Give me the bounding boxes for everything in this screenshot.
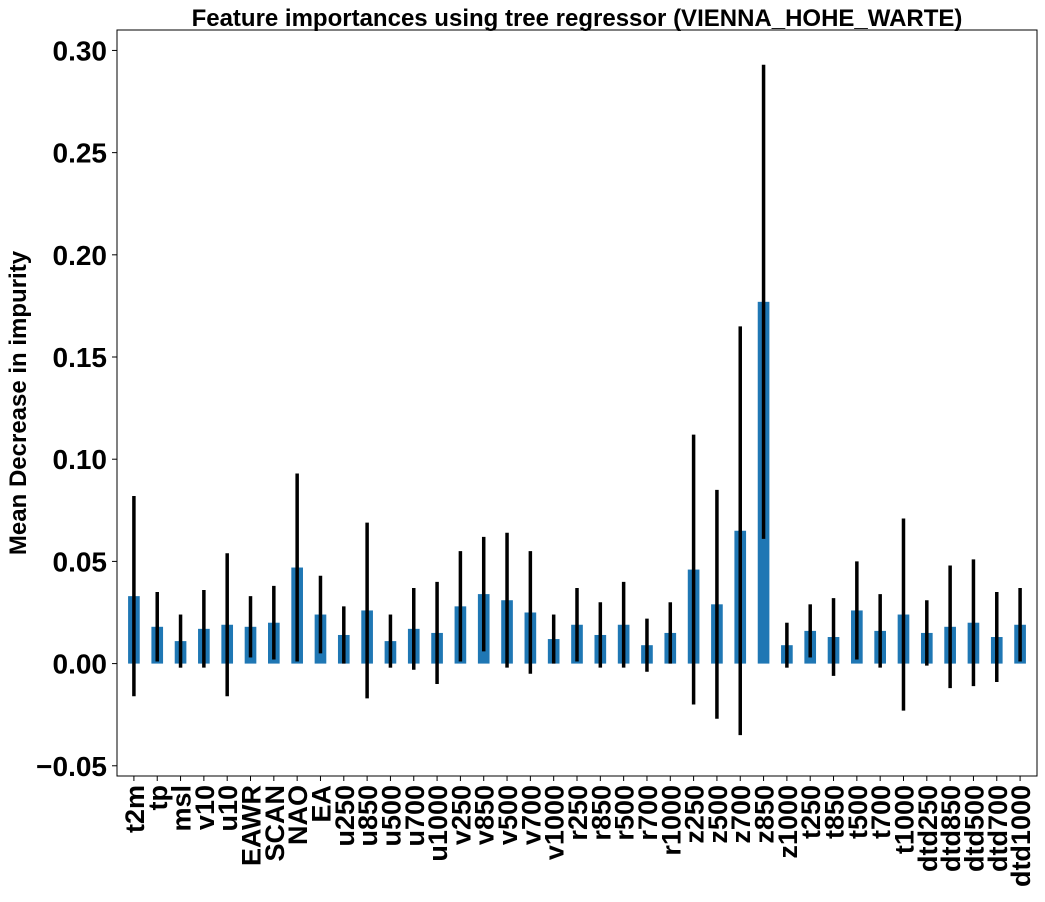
x-tick-label: t1000: [889, 785, 919, 854]
x-tick-label: v250: [446, 785, 476, 845]
y-tick-label: 0.30: [53, 35, 108, 66]
x-tick-label: r1000: [656, 785, 686, 856]
x-tick-label: dtd500: [959, 785, 989, 872]
x-tick-label: u700: [400, 785, 430, 847]
x-tick-label: u500: [376, 785, 406, 847]
y-axis: −0.05 0.00 0.05 0.10 0.15 0.20 0.25 0.30: [36, 35, 117, 782]
x-tick-label: dtd700: [983, 785, 1013, 872]
x-tick-label: tp: [143, 785, 173, 810]
x-tick-label: dtd850: [936, 785, 966, 872]
x-tick-label: t250: [796, 785, 826, 839]
x-tick-label: v850: [470, 785, 500, 845]
y-tick-label: 0.05: [53, 546, 108, 577]
x-tick-label: EAWR: [237, 785, 267, 866]
x-tick-label: t2m: [120, 785, 150, 833]
x-tick-label: SCAN: [260, 785, 290, 862]
x-tick-label: z850: [750, 785, 780, 844]
x-tick-label: r700: [633, 785, 663, 841]
x-tick-label: r250: [563, 785, 593, 841]
x-tick-label: v700: [516, 785, 546, 845]
x-tick-label: z500: [703, 785, 733, 844]
x-tick-label: r500: [610, 785, 640, 841]
x-tick-label: z250: [680, 785, 710, 844]
y-tick-label: 0.00: [53, 649, 108, 680]
y-tick-label: −0.05: [36, 751, 107, 782]
x-tick-label: EA: [306, 785, 336, 823]
x-tick-label: v1000: [540, 785, 570, 860]
chart-title: Feature importances using tree regressor…: [192, 5, 963, 32]
x-tick-label: v10: [190, 785, 220, 830]
x-axis: t2mtpmslv10u10EAWRSCANNAOEAu250u850u500u…: [120, 776, 1036, 887]
x-tick-label: z1000: [773, 785, 803, 859]
error-bars-group: [132, 64, 1022, 736]
x-tick-label: dtd1000: [1006, 785, 1036, 887]
x-tick-label: msl: [167, 785, 197, 832]
x-tick-label: v500: [493, 785, 523, 845]
y-tick-label: 0.20: [53, 240, 108, 271]
y-tick-label: 0.25: [53, 138, 108, 169]
plot-frame: [116, 29, 1038, 777]
y-tick-label: 0.15: [53, 342, 108, 373]
x-tick-label: r850: [586, 785, 616, 841]
x-tick-label: u850: [353, 785, 383, 847]
y-axis-label: Mean Decrease in impurity: [5, 250, 32, 555]
x-tick-label: u10: [213, 785, 243, 832]
x-tick-label: z700: [726, 785, 756, 844]
x-tick-label: t700: [866, 785, 896, 839]
x-tick-label: u250: [330, 785, 360, 847]
x-tick-label: t850: [820, 785, 850, 839]
x-tick-label: NAO: [283, 785, 313, 845]
y-tick-label: 0.10: [53, 444, 108, 475]
x-tick-label: u1000: [423, 785, 453, 862]
x-tick-label: t500: [843, 785, 873, 839]
x-tick-label: dtd250: [913, 785, 943, 872]
